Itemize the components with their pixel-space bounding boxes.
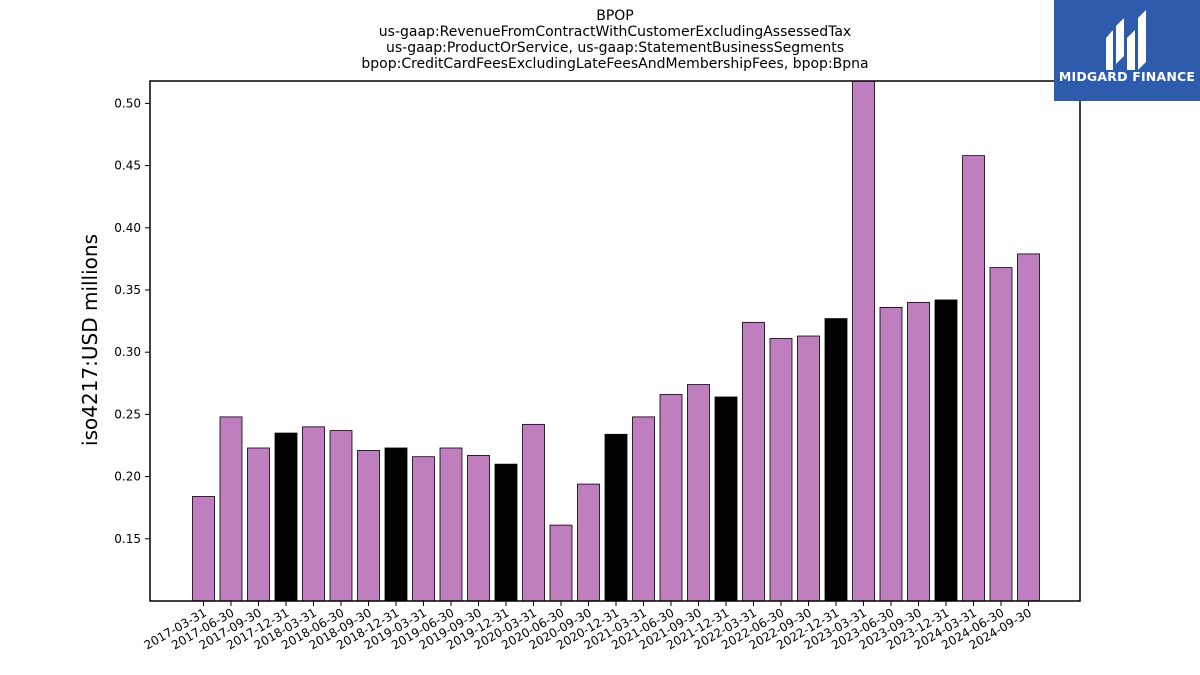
logo-text: MIDGARD FINANCE <box>1059 69 1195 84</box>
bar-2019-06-30 <box>439 447 463 602</box>
chart-title: BPOP us-gaap:RevenueFromContractWithCust… <box>361 8 868 72</box>
logo-mark-icon <box>1106 10 1146 70</box>
chart-title-line-4: bpop:CreditCardFeesExcludingLateFeesAndM… <box>361 56 868 72</box>
bar-2021-03-31 <box>632 416 655 602</box>
y-tick-label: 0.35 <box>114 283 141 297</box>
y-tick-label: 0.40 <box>114 221 141 235</box>
bar-2019-09-30 <box>467 455 490 602</box>
bar-2017-06-30 <box>219 416 243 602</box>
bar-2020-03-31 <box>522 423 545 602</box>
midgard-finance-logo: MIDGARD FINANCE <box>1054 0 1200 101</box>
bar-2018-09-30 <box>357 450 380 602</box>
bar-2023-03-31 <box>852 80 875 602</box>
bar-2018-03-31 <box>302 426 325 602</box>
bar-2020-12-31 <box>604 433 628 602</box>
x-axis-ticks: 2017-03-312017-06-302017-09-302017-12-31… <box>142 601 1034 652</box>
y-axis-ticks: 0.15 0.20 0.25 0.30 0.35 0.40 0.45 0.50 <box>114 96 150 546</box>
bar-2022-12-31 <box>824 318 848 602</box>
bar-2018-12-31 <box>384 447 408 602</box>
y-tick-label: 0.45 <box>114 159 141 173</box>
y-tick-label: 0.30 <box>114 345 141 359</box>
bar-2022-09-30 <box>797 335 820 602</box>
bar-2019-03-31 <box>412 456 435 602</box>
bar-2017-03-31 <box>192 496 215 602</box>
bar-2024-09-30 <box>1017 253 1040 602</box>
y-tick-label: 0.25 <box>114 407 141 421</box>
bar-2021-12-31 <box>714 396 738 602</box>
y-axis-label: iso4217:USD millions <box>78 234 102 446</box>
bar-2022-06-30 <box>769 338 793 602</box>
bar-2020-09-30 <box>577 483 600 602</box>
bar-2021-06-30 <box>659 394 683 602</box>
y-tick-label: 0.20 <box>114 470 141 484</box>
bar-2018-06-30 <box>329 430 353 602</box>
bar-2021-09-30 <box>687 384 710 602</box>
bar-2023-06-30 <box>879 307 903 602</box>
bars <box>192 80 1040 602</box>
plot-frame <box>149 80 1081 602</box>
bar-2023-09-30 <box>907 302 930 602</box>
y-tick-label: 0.50 <box>114 96 141 110</box>
bar-2024-03-31 <box>962 155 985 602</box>
bar-2017-09-30 <box>247 447 270 602</box>
chart-title-line-1: BPOP <box>596 8 634 24</box>
bar-2023-12-31 <box>934 299 958 602</box>
bar-2024-06-30 <box>989 267 1013 602</box>
bar-2019-12-31 <box>494 463 518 602</box>
bar-2022-03-31 <box>742 321 765 602</box>
chart-title-line-3: us-gaap:ProductOrService, us-gaap:Statem… <box>386 40 844 56</box>
chart-title-line-2: us-gaap:RevenueFromContractWithCustomerE… <box>379 24 851 40</box>
bar-2020-06-30 <box>549 524 573 602</box>
y-tick-label: 0.15 <box>114 532 141 546</box>
bar-2017-12-31 <box>274 432 298 602</box>
